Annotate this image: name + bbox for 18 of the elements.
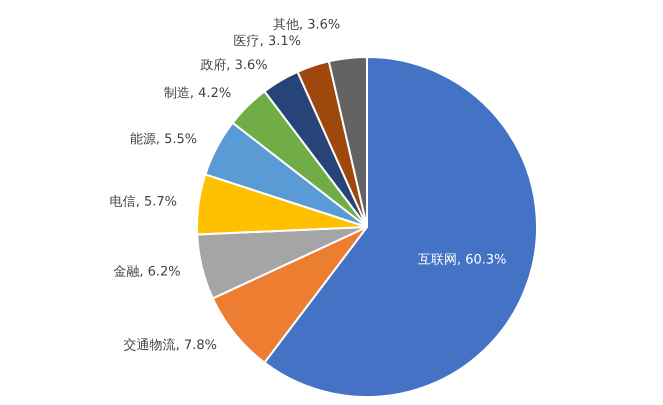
data-label: , 7.8% <box>176 338 217 354</box>
slice-label: 电信 <box>110 194 136 210</box>
slice-label: 交通物流 <box>124 337 176 354</box>
data-label: , 3.6% <box>226 58 268 74</box>
slice-label: 能源 <box>130 132 156 148</box>
data-label: , 6.2% <box>139 264 181 280</box>
data-label: , 3.6% <box>298 17 340 32</box>
slice-label: 互联网 <box>418 252 457 268</box>
slice-label: 医疗 <box>234 34 260 50</box>
data-label: , 3.1% <box>260 34 301 50</box>
data-label: , 5.7% <box>136 194 178 210</box>
slice-label: 政府 <box>200 57 226 74</box>
data-label: , 60.3% <box>456 252 507 268</box>
data-label: , 5.5% <box>156 132 198 148</box>
data-label: , 4.2% <box>190 86 232 102</box>
slice-label: 金融 <box>113 264 140 280</box>
slice-label: 制造 <box>164 86 190 102</box>
slice-label: 其他 <box>272 17 299 32</box>
